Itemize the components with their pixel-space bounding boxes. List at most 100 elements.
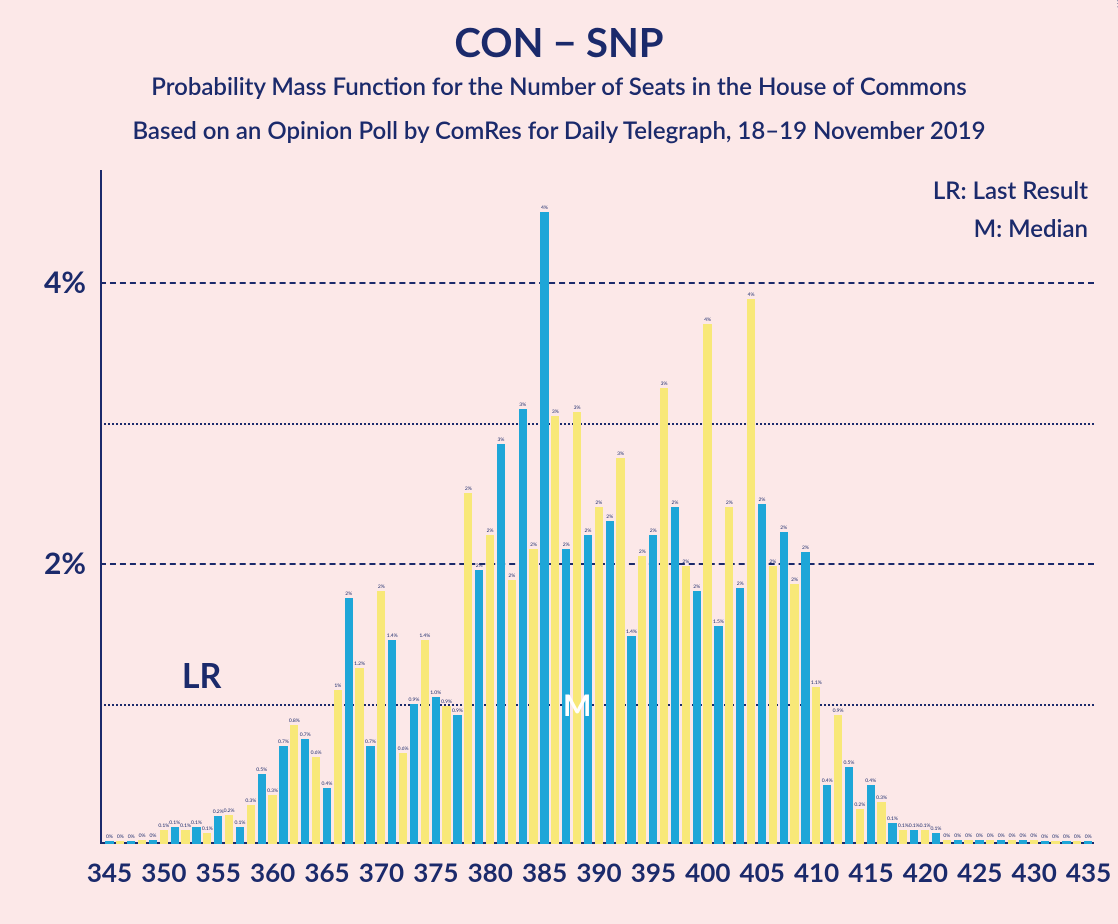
- bar-value-label: 0.1%: [898, 823, 909, 829]
- bar-slot: 1%: [332, 170, 343, 844]
- bar: 0%: [997, 840, 1005, 844]
- bar-slot: 1.4%: [626, 170, 637, 844]
- bar-slot: 0.7%: [300, 170, 311, 844]
- bar-slot: 0%: [115, 170, 126, 844]
- bar-value-label: 0%: [117, 834, 124, 840]
- bar-value-label: 2%: [769, 559, 776, 565]
- x-tick-label: 435: [1066, 856, 1111, 888]
- bar-slot: 3%: [615, 170, 626, 844]
- bar: 2%: [508, 580, 516, 844]
- bar: 0.9%: [453, 715, 461, 844]
- bar-slot: 0.1%: [202, 170, 213, 844]
- bar-slot: 0.9%: [833, 170, 844, 844]
- bar-slot: 0.1%: [887, 170, 898, 844]
- bar: 0.1%: [910, 830, 918, 844]
- bar: 0.1%: [899, 830, 907, 844]
- bar-value-label: 2%: [726, 500, 733, 506]
- bar-slot: 3%: [572, 170, 583, 844]
- bar: 0.7%: [279, 746, 287, 844]
- bar: 2%: [790, 584, 798, 844]
- bar-value-label: 0.1%: [180, 823, 191, 829]
- bar: 0%: [943, 840, 951, 844]
- bar-slot: 0.9%: [409, 170, 420, 844]
- y-tick-label: 4%: [44, 264, 100, 300]
- x-tick-label: 375: [413, 856, 458, 888]
- bar-slot: 0%: [1007, 170, 1018, 844]
- x-tick-label: 360: [250, 856, 295, 888]
- bar-slot: 0.2%: [224, 170, 235, 844]
- bar: 3%: [551, 416, 559, 844]
- bar: 1.1%: [812, 687, 820, 844]
- bar-value-label: 0%: [1052, 834, 1059, 840]
- bar-value-label: 0%: [1041, 834, 1048, 840]
- bar: 0.5%: [845, 767, 853, 844]
- bar-value-label: 0%: [1063, 834, 1070, 840]
- m-marker: M: [563, 687, 591, 723]
- bar-value-label: 4%: [541, 205, 548, 211]
- bar: 0%: [986, 840, 994, 844]
- bar-slot: 2%: [680, 170, 691, 844]
- bar: 0%: [954, 840, 962, 844]
- bar-value-label: 0%: [1085, 834, 1092, 840]
- bar-slot: 2%: [800, 170, 811, 844]
- bar-value-label: 2%: [758, 497, 765, 503]
- bar-value-label: 2%: [780, 525, 787, 531]
- bar-value-label: 1.4%: [419, 633, 430, 639]
- bar-slot: 0.8%: [289, 170, 300, 844]
- plot-area: 2%4% 0%0%0%0%0%0.1%0.1%0.1%0.1%0.1%0.2%0…: [100, 170, 1094, 844]
- bar-value-label: 3%: [497, 437, 504, 443]
- bar-slot: 0%: [974, 170, 985, 844]
- bar: 0.3%: [268, 795, 276, 844]
- bar-value-label: 0.4%: [822, 778, 833, 784]
- bar-slot: 1.1%: [811, 170, 822, 844]
- bar: 0.9%: [834, 715, 842, 844]
- chart-title: CON − SNP: [0, 18, 1118, 66]
- bar: 1.5%: [714, 626, 722, 844]
- x-tick-label: 345: [87, 856, 132, 888]
- bar: 0.9%: [442, 706, 450, 844]
- copyright-text: © 2019 Filip van Laenen: [1114, 0, 1118, 8]
- bar: 1.2%: [355, 668, 363, 844]
- bar-slot: 3%: [517, 170, 528, 844]
- bar-slot: 0%: [1018, 170, 1029, 844]
- bar-value-label: 4%: [704, 317, 711, 323]
- bar: 1%: [334, 690, 342, 844]
- bar-value-label: 3%: [617, 451, 624, 457]
- bars-area: 0%0%0%0%0%0.1%0.1%0.1%0.1%0.1%0.2%0.2%0.…: [100, 170, 1094, 844]
- bar-value-label: 0.9%: [452, 708, 463, 714]
- bar: 3%: [660, 388, 668, 844]
- bar-slot: 0%: [137, 170, 148, 844]
- bar-value-label: 4%: [748, 292, 755, 298]
- bar-slot: 2%: [583, 170, 594, 844]
- bar-value-label: 0%: [1009, 833, 1016, 839]
- bar-value-label: 2%: [802, 545, 809, 551]
- bar-value-label: 3%: [574, 405, 581, 411]
- bar-value-label: 1.4%: [387, 633, 398, 639]
- bar: 0.5%: [258, 774, 266, 844]
- bar-value-label: 0.1%: [930, 826, 941, 832]
- bar-slot: 0.1%: [931, 170, 942, 844]
- bar-slot: 0%: [985, 170, 996, 844]
- chart-subtitle-1: Probability Mass Function for the Number…: [0, 72, 1118, 101]
- bar: 1.0%: [432, 697, 440, 844]
- bar: 3%: [616, 458, 624, 844]
- bar: 0%: [1073, 841, 1081, 844]
- bar: 0%: [1041, 841, 1049, 844]
- bar-slot: 0.6%: [398, 170, 409, 844]
- bar-value-label: 0.1%: [887, 816, 898, 822]
- bar-value-label: 2%: [682, 559, 689, 565]
- bar: 2%: [377, 591, 385, 844]
- bar-value-label: 2%: [584, 528, 591, 534]
- bar-slot: 2%: [767, 170, 778, 844]
- bar: 0%: [964, 840, 972, 844]
- bar-slot: 3%: [550, 170, 561, 844]
- bar-value-label: 0%: [998, 833, 1005, 839]
- bar-slot: 2%: [474, 170, 485, 844]
- bar-slot: 0.4%: [865, 170, 876, 844]
- bar: 1.4%: [388, 640, 396, 844]
- bar-slot: 2%: [789, 170, 800, 844]
- bar-value-label: 2%: [791, 577, 798, 583]
- bar-slot: 1.4%: [419, 170, 430, 844]
- bar-value-label: 2%: [378, 584, 385, 590]
- bar-value-label: 0.7%: [365, 739, 376, 745]
